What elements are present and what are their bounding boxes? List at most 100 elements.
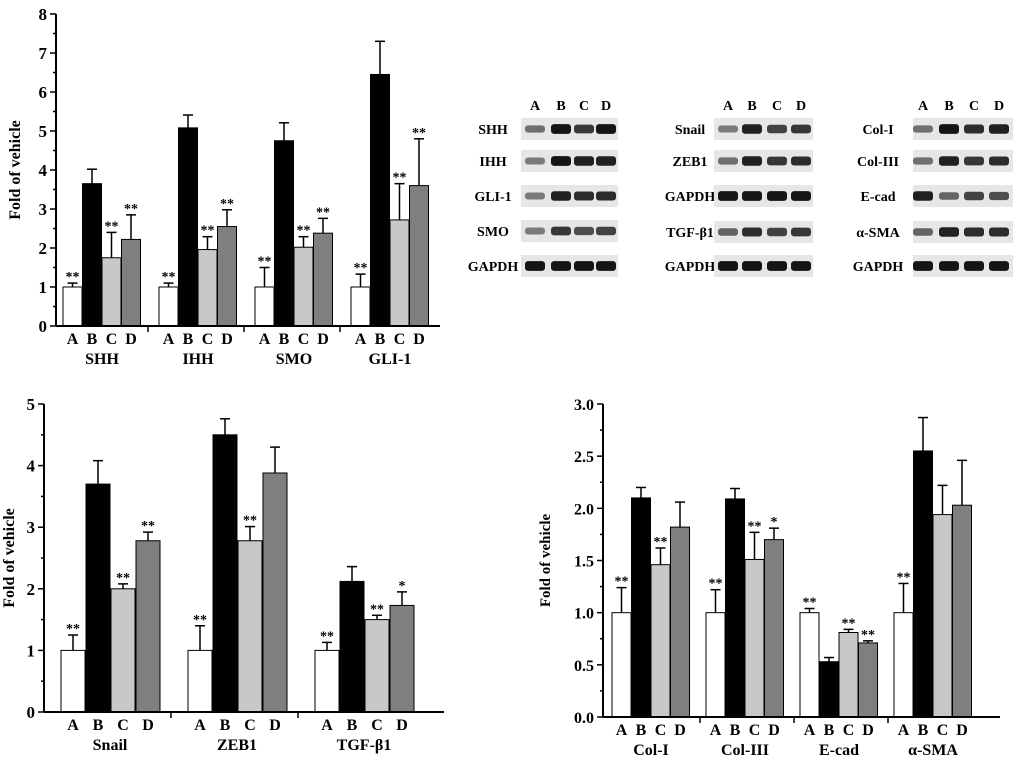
blot-strip	[913, 118, 1013, 140]
blot-row-label: GLI-1	[474, 190, 511, 205]
y-tick-label: 6	[39, 83, 48, 102]
group-letter: B	[183, 331, 194, 348]
group-letter: C	[843, 722, 855, 739]
bar-Col-III-C	[744, 558, 765, 718]
blot-lane-label: A	[530, 99, 541, 114]
y-tick-label: 8	[39, 5, 48, 24]
group-letter: B	[636, 722, 647, 739]
blot-band	[551, 191, 571, 201]
bar-E-cad-B	[819, 661, 839, 718]
blot-strip	[913, 221, 1013, 243]
significance-marker: **	[316, 205, 330, 220]
y-tick-label: 1.0	[574, 606, 594, 623]
group-letter: D	[768, 722, 780, 739]
blot-band	[596, 156, 616, 166]
blot-row-label: GAPDH	[468, 260, 519, 275]
blot-lane-label: B	[747, 99, 756, 114]
blot-band	[939, 124, 959, 134]
y-tick-label: 7	[39, 44, 48, 63]
bar-SMO-C	[293, 246, 314, 327]
group-label: Col-I	[633, 742, 669, 759]
blot-band	[791, 191, 811, 201]
group-letter: D	[142, 717, 154, 734]
group-label: Col-III	[721, 742, 769, 759]
blot-strip	[714, 185, 813, 207]
group-letter: A	[163, 331, 175, 348]
blot-strip	[714, 118, 813, 140]
bar-ZEB1-C	[237, 540, 263, 713]
bar-SMO-A	[254, 286, 275, 327]
group-letter: D	[862, 722, 874, 739]
blot-row-label: GAPDH	[853, 260, 904, 275]
group-label: IHH	[182, 351, 214, 368]
blot-lane-label: D	[601, 99, 611, 114]
bar-IHH-B	[178, 127, 198, 327]
group-label: α-SMA	[908, 742, 958, 759]
group-letter: C	[106, 331, 118, 348]
group-letter: A	[321, 717, 333, 734]
y-tick-label: 0.0	[574, 710, 594, 727]
blot-band	[913, 228, 933, 236]
blot-lane-label: A	[918, 99, 929, 114]
group-letter: A	[259, 331, 271, 348]
blot-row-label: SMO	[477, 225, 509, 240]
y-tick-label: 1	[27, 641, 36, 660]
blot-lane-label: D	[796, 99, 806, 114]
significance-marker: **	[66, 622, 80, 637]
blot-strip	[714, 221, 813, 243]
blot-row-label: GAPDH	[665, 260, 716, 275]
blot-band	[913, 125, 933, 133]
significance-marker: *	[399, 579, 406, 594]
bar-GLI-1-C	[389, 219, 410, 327]
blot-band	[742, 124, 762, 134]
blot-band	[574, 191, 594, 201]
group-letter: C	[117, 717, 129, 734]
y-tick-label: 3	[39, 200, 48, 219]
blot-band	[913, 191, 933, 201]
blot-band	[964, 156, 984, 166]
bar-ZEB1-B	[212, 434, 238, 713]
significance-marker: **	[803, 595, 817, 610]
bar-SHH-C	[101, 257, 122, 327]
blot-strip	[913, 185, 1013, 207]
blot-band	[989, 124, 1009, 134]
significance-marker: **	[220, 197, 234, 212]
y-axis-label: Fold of vehicle	[7, 120, 24, 220]
bar-Snail-A	[60, 649, 86, 713]
western-blot-hedgehog: A B C D SHH IHH GLI-1 SMO GAPDH	[468, 99, 618, 277]
blot-row-label: GAPDH	[665, 190, 716, 205]
y-tick-label: 5	[27, 395, 36, 414]
blot-band	[742, 227, 762, 237]
blot-strip	[714, 255, 813, 277]
y-tick-label: 1.5	[574, 554, 594, 571]
group-letter: A	[67, 717, 79, 734]
group-label: SHH	[85, 351, 119, 368]
bar-α-SMA-B	[913, 450, 933, 718]
blot-lane-label: B	[944, 99, 953, 114]
blot-band	[525, 261, 545, 271]
group-letter: C	[394, 331, 406, 348]
blot-band	[596, 226, 616, 236]
group-label: SMO	[276, 351, 312, 368]
blot-band	[574, 261, 594, 271]
bar-ZEB1-A	[187, 649, 213, 713]
y-tick-label: 2	[39, 239, 48, 258]
bar-α-SMA-A	[893, 612, 914, 718]
group-letter: B	[918, 722, 929, 739]
significance-marker: *	[771, 515, 778, 530]
bar-TGF-β1-A	[314, 649, 340, 713]
y-tick-label: 1	[39, 278, 48, 297]
blot-lane-label: D	[994, 99, 1004, 114]
y-tick-label: 4	[39, 161, 48, 180]
blot-strip	[913, 150, 1013, 172]
blot-band	[574, 124, 594, 134]
bar-TGF-β1-C	[364, 619, 390, 713]
bar-Col-III-B	[725, 498, 745, 718]
bar-E-cad-C	[838, 631, 859, 718]
western-blot-emt: A B C D Snail ZEB1 GAPDH TGF-β1 GAPDH	[665, 99, 813, 277]
blot-band	[913, 261, 933, 271]
blot-band	[939, 227, 959, 237]
blot-band	[964, 191, 984, 201]
